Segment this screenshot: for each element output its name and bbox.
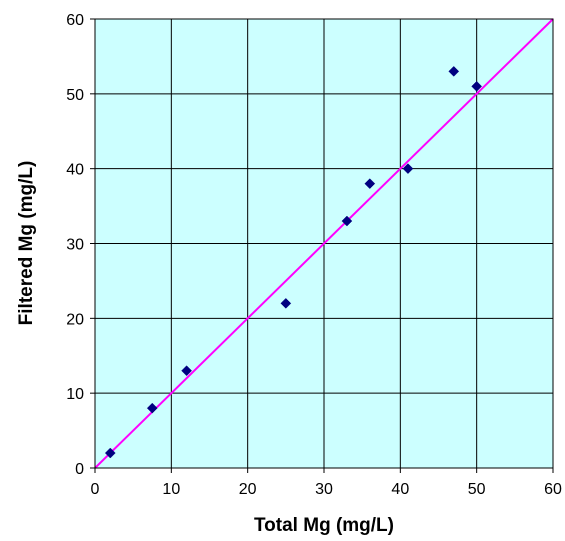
y-tick-label: 60 — [66, 12, 84, 29]
data-point — [471, 80, 483, 92]
data-point — [146, 402, 158, 414]
y-tick-label: 50 — [66, 87, 84, 104]
y-axis-tick-labels: 0 10 20 30 40 50 60 — [66, 12, 95, 478]
data-points — [104, 66, 483, 459]
x-tick-label: 30 — [315, 481, 333, 498]
x-axis-tick-labels: 0 10 20 30 40 50 60 — [91, 468, 562, 498]
x-tick-label: 0 — [91, 481, 100, 498]
x-tick-label: 50 — [468, 481, 486, 498]
x-axis-title: Total Mg (mg/L) — [254, 515, 394, 536]
data-point — [448, 66, 460, 77]
x-tick-label: 10 — [162, 481, 180, 498]
data-point — [280, 298, 292, 309]
x-tick-label: 20 — [239, 481, 257, 498]
data-point — [341, 215, 353, 227]
y-axis-title: Filtered Mg (mg/L) — [16, 161, 37, 326]
y-tick-label: 10 — [66, 386, 84, 403]
y-tick-label: 20 — [66, 311, 84, 328]
y-tick-label: 40 — [66, 162, 84, 179]
data-point — [104, 447, 116, 459]
x-tick-label: 40 — [391, 481, 409, 498]
x-tick-label: 60 — [544, 481, 562, 498]
y-tick-label: 30 — [66, 237, 84, 254]
data-point — [402, 163, 414, 175]
reference-line-y-equals-x — [94, 18, 554, 469]
y-tick-label: 0 — [75, 461, 84, 478]
data-point — [364, 178, 376, 189]
data-point — [181, 365, 192, 377]
